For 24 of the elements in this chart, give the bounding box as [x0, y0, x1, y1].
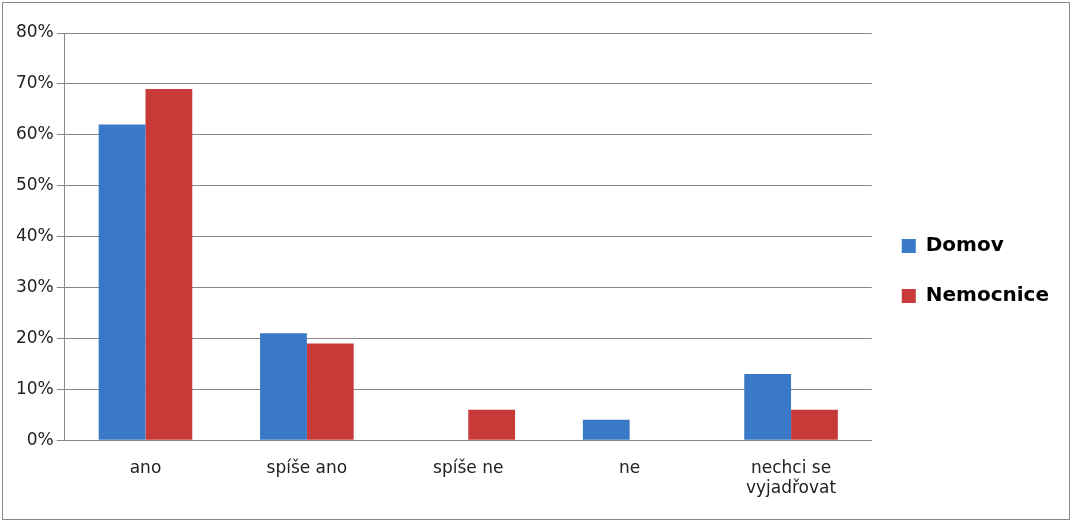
legend-label: Nemocnice	[925, 282, 1050, 307]
bar	[744, 374, 792, 440]
y-tick-label: 10%	[15, 377, 54, 398]
x-tick-label: nechci se vyjadřovat	[745, 456, 837, 498]
x-tick-label: spíše ne	[433, 456, 504, 477]
y-tick-label: 60%	[15, 123, 54, 144]
x-tick-label: ne	[619, 456, 641, 477]
y-tick-label: 0%	[26, 428, 54, 449]
bar	[306, 343, 354, 440]
y-tick-label: 30%	[15, 275, 54, 296]
y-tick-label: 50%	[15, 174, 54, 195]
bar	[582, 419, 630, 440]
y-tick-label: 20%	[15, 326, 54, 347]
y-tick-label: 80%	[15, 21, 54, 42]
y-tick-label: 70%	[15, 72, 54, 93]
bar	[468, 409, 516, 440]
x-tick-label: ano	[129, 456, 162, 477]
bar	[260, 333, 307, 440]
x-tick-label: spíše ano	[266, 456, 348, 477]
legend-label: Domov	[925, 232, 1004, 257]
y-tick-label: 40%	[15, 225, 54, 246]
bar	[145, 88, 193, 440]
bar	[791, 409, 838, 440]
bar	[98, 124, 146, 440]
